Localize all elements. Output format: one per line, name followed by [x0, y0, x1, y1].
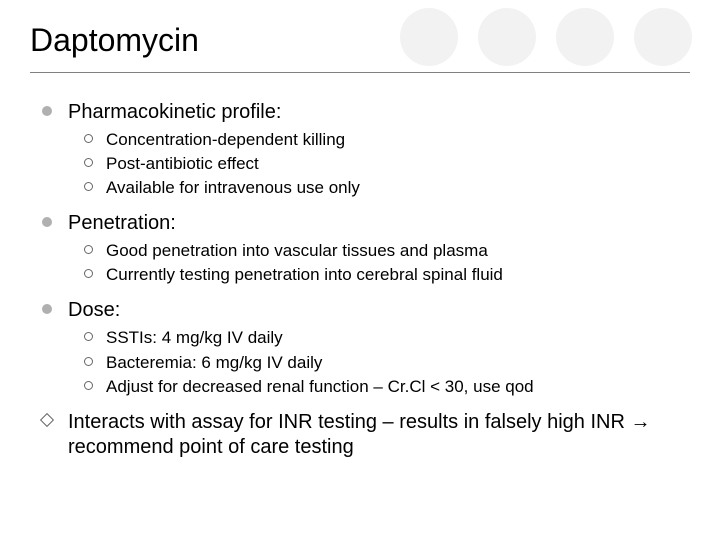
level1-label: Interacts with assay for INR testing – r… — [68, 410, 682, 460]
level2-item: Concentration-dependent killing — [84, 129, 682, 151]
circle-icon — [556, 8, 614, 66]
level2-label: Currently testing penetration into cereb… — [106, 264, 503, 286]
level1-label: Dose: — [68, 298, 120, 323]
hollow-bullet-icon — [84, 332, 93, 341]
hollow-bullet-icon — [84, 158, 93, 167]
level1-label: Pharmacokinetic profile: — [68, 100, 281, 125]
level1-item: Dose: — [42, 298, 682, 323]
decorative-circles — [400, 8, 692, 66]
level2-item: Adjust for decreased renal function – Cr… — [84, 376, 682, 398]
hollow-bullet-icon — [84, 182, 93, 191]
slide-title: Daptomycin — [30, 22, 199, 59]
circle-icon — [400, 8, 458, 66]
level2-group: Concentration-dependent killingPost-anti… — [84, 129, 682, 199]
level2-label: Good penetration into vascular tissues a… — [106, 240, 488, 262]
disc-bullet-icon — [42, 106, 52, 116]
level2-item: SSTIs: 4 mg/kg IV daily — [84, 327, 682, 349]
level2-item: Currently testing penetration into cereb… — [84, 264, 682, 286]
level2-label: Bacteremia: 6 mg/kg IV daily — [106, 352, 322, 374]
slide-body: Pharmacokinetic profile: Concentration-de… — [42, 100, 682, 464]
level2-label: SSTIs: 4 mg/kg IV daily — [106, 327, 283, 349]
disc-bullet-icon — [42, 217, 52, 227]
level2-group: Good penetration into vascular tissues a… — [84, 240, 682, 286]
level2-item: Post-antibiotic effect — [84, 153, 682, 175]
level2-item: Good penetration into vascular tissues a… — [84, 240, 682, 262]
level2-label: Available for intravenous use only — [106, 177, 360, 199]
hollow-bullet-icon — [84, 245, 93, 254]
level1-item: Pharmacokinetic profile: — [42, 100, 682, 125]
hollow-bullet-icon — [84, 134, 93, 143]
level1-label: Penetration: — [68, 211, 176, 236]
level2-item: Bacteremia: 6 mg/kg IV daily — [84, 352, 682, 374]
circle-icon — [634, 8, 692, 66]
level2-group: SSTIs: 4 mg/kg IV daily Bacteremia: 6 mg/… — [84, 327, 682, 397]
level2-label: Concentration-dependent killing — [106, 129, 345, 151]
level1-item: Interacts with assay for INR testing – r… — [42, 410, 682, 460]
circle-icon — [478, 8, 536, 66]
diamond-bullet-icon — [40, 413, 54, 427]
level2-label: Adjust for decreased renal function – Cr… — [106, 376, 534, 398]
disc-bullet-icon — [42, 304, 52, 314]
hollow-bullet-icon — [84, 381, 93, 390]
title-underline — [30, 72, 690, 73]
level2-label: Post-antibiotic effect — [106, 153, 259, 175]
hollow-bullet-icon — [84, 269, 93, 278]
level2-item: Available for intravenous use only — [84, 177, 682, 199]
hollow-bullet-icon — [84, 357, 93, 366]
level1-item: Penetration: — [42, 211, 682, 236]
